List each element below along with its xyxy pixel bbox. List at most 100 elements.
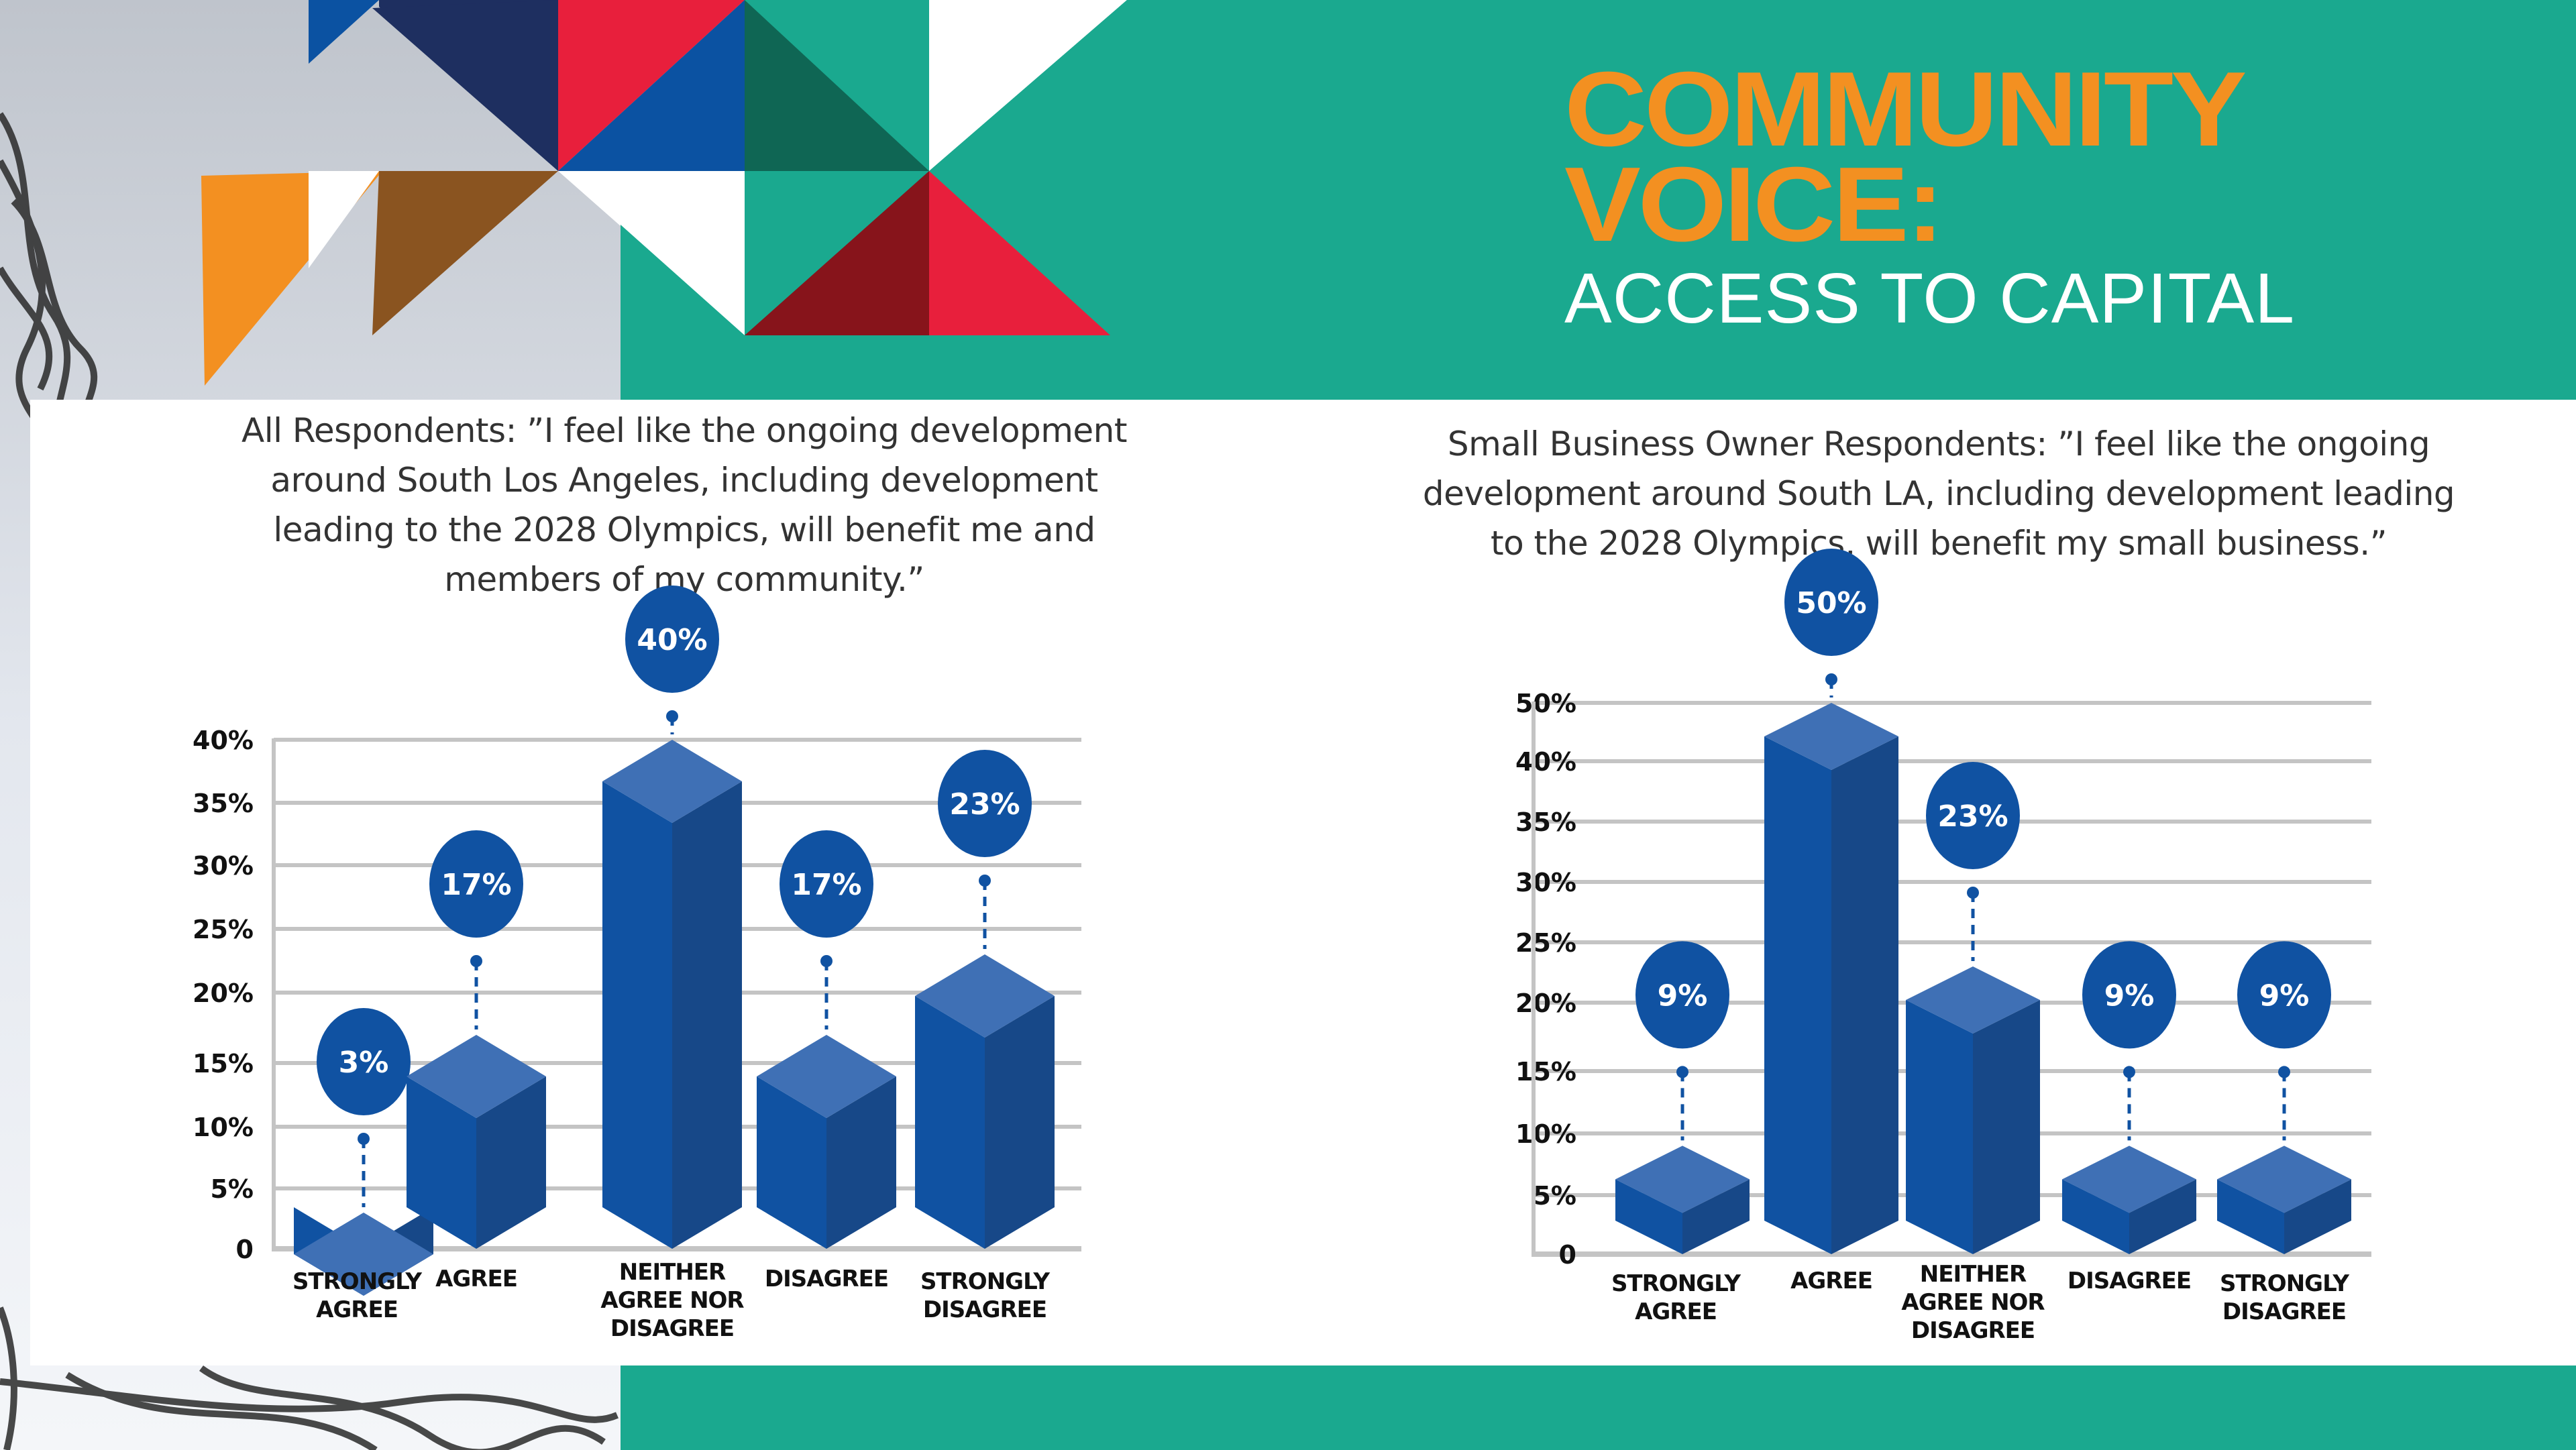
data-label: 23% — [949, 787, 1020, 822]
triangle-royal-blue — [558, 0, 745, 171]
triangle-teal-right — [929, 0, 1140, 402]
triangle-blue-small — [309, 0, 379, 64]
header-subtitle: ACCESS TO CAPITAL — [1564, 259, 2296, 338]
bar-face-right — [1682, 1179, 1750, 1254]
bar — [2062, 1146, 2196, 1254]
leader-dot — [979, 875, 991, 887]
data-label-bubble — [1926, 762, 2020, 869]
bar — [1615, 1146, 1750, 1254]
x-category-label: DISAGREE — [923, 1296, 1046, 1323]
bar-face-left — [1764, 736, 1831, 1254]
bar-face-left — [757, 1076, 826, 1249]
bar — [1764, 703, 1898, 1254]
bar-face-top — [2217, 1146, 2351, 1213]
triangle-dark-green — [745, 0, 929, 171]
bar-face-top — [2062, 1146, 2196, 1213]
x-category-label: DISAGREE — [2068, 1268, 2191, 1294]
bottom-band — [621, 1365, 2576, 1450]
data-label: 3% — [339, 1046, 389, 1080]
triangle-navy-fill — [372, 0, 558, 171]
y-tick-label: 15% — [193, 1049, 254, 1078]
y-tick-label: 15% — [1515, 1057, 1576, 1086]
x-category-label: DISAGREE — [765, 1266, 888, 1292]
leader-dot — [666, 710, 678, 722]
triangle-white-mid — [309, 171, 379, 268]
data-label: 9% — [2104, 979, 2155, 1013]
left-chart-title: All Respondents: ”I feel like the ongoin… — [201, 406, 1167, 604]
bar — [915, 954, 1055, 1249]
bar-face-right — [672, 781, 742, 1249]
x-category-label: DISAGREE — [1911, 1317, 2035, 1344]
x-category-label: STRONGLY — [292, 1268, 422, 1295]
x-category-label: DISAGREE — [2222, 1298, 2346, 1325]
y-tick-label: 5% — [210, 1174, 254, 1204]
header-title-line2: VOICE: — [1564, 146, 1944, 264]
y-tick-label: 20% — [193, 979, 254, 1008]
bar-face-right — [476, 1076, 546, 1249]
bar-face-right — [2284, 1179, 2351, 1254]
left-chart-title-line: around South Los Angeles, including deve… — [270, 461, 1098, 500]
data-label-bubble — [780, 830, 873, 938]
leader-dot — [2123, 1066, 2135, 1078]
triangle-red-lower — [929, 171, 1110, 335]
x-category-label: DISAGREE — [610, 1315, 734, 1342]
triangle-brown — [372, 171, 558, 335]
y-tick-label: 40% — [1515, 747, 1576, 777]
x-category-label: NEITHER — [1920, 1261, 2027, 1288]
bar-face-top — [1906, 966, 2040, 1034]
bar — [1906, 966, 2040, 1254]
bar — [407, 1035, 546, 1249]
data-label: 40% — [637, 623, 707, 657]
bar-face-left — [407, 1076, 476, 1249]
bar — [757, 1035, 896, 1249]
y-tick-label: 30% — [193, 851, 254, 881]
bar-face-right — [1973, 1000, 2040, 1254]
right-chart-title-line: development around South LA, including d… — [1422, 474, 2455, 513]
bar — [602, 740, 742, 1249]
data-label-bubble — [2082, 941, 2176, 1049]
bar-face-left — [915, 996, 985, 1249]
bar-face-left — [2062, 1179, 2129, 1254]
left-chart-title-line: leading to the 2028 Olympics, will benef… — [273, 510, 1095, 549]
right-chart-title-line: Small Business Owner Respondents: ”I fee… — [1447, 425, 2430, 463]
data-label-bubble — [429, 830, 523, 938]
bar-face-top — [915, 954, 1055, 1038]
left-chart-title-line: All Respondents: ”I feel like the ongoin… — [241, 411, 1127, 450]
data-label: 9% — [2259, 979, 2310, 1013]
data-label-bubble — [938, 750, 1032, 857]
y-tick-label: 35% — [193, 789, 254, 818]
leader-dot — [1676, 1066, 1688, 1078]
bar-face-right — [1831, 736, 1898, 1254]
y-tick-label: 0 — [1559, 1240, 1576, 1270]
sculpture-shape — [0, 112, 619, 1450]
y-tick-label: 0 — [236, 1235, 254, 1264]
leader-dot — [1825, 673, 1837, 685]
bar-face-left — [1906, 1000, 1973, 1254]
x-category-label: STRONGLY — [2220, 1270, 2349, 1297]
y-tick-label: 50% — [1515, 689, 1576, 718]
data-label: 17% — [441, 868, 511, 902]
bar — [294, 1207, 433, 1296]
leader-dot — [470, 955, 482, 967]
y-tick-label: 5% — [1533, 1181, 1576, 1211]
bar-face-top — [602, 740, 742, 823]
y-tick-label: 35% — [1515, 807, 1576, 837]
right-chart-title-line: to the 2028 Olympics, will benefit my sm… — [1490, 524, 2387, 563]
y-tick-label: 10% — [193, 1113, 254, 1142]
data-label: 23% — [1937, 799, 2008, 834]
bar-face-right — [826, 1076, 896, 1249]
x-category-label: AGREE — [435, 1266, 517, 1292]
x-category-label: AGREE NOR — [1901, 1289, 2045, 1316]
leader-dot — [1967, 887, 1979, 899]
bar-face-top — [1615, 1146, 1750, 1213]
bar-face-right — [2129, 1179, 2196, 1254]
data-label-bubble — [1784, 549, 1878, 656]
bar-face-top — [1764, 703, 1898, 770]
data-label-bubble — [1635, 941, 1729, 1049]
leader-dot — [820, 955, 833, 967]
y-tick-label: 30% — [1515, 868, 1576, 897]
y-tick-label: 25% — [1515, 928, 1576, 958]
data-label-bubble — [317, 1008, 411, 1115]
x-category-label: AGREE — [316, 1296, 398, 1323]
